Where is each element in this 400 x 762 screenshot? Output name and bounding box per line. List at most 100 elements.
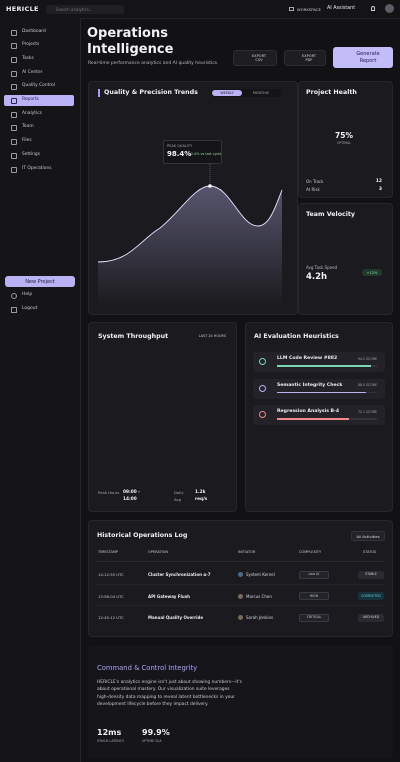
generate-report-button[interactable]: Generate Report bbox=[333, 47, 393, 68]
page-subtitle: Real-time performance analytics and AI q… bbox=[88, 61, 219, 66]
export-csv-button[interactable]: EXPORT CSV bbox=[233, 50, 277, 66]
nav-item[interactable]: AI Center bbox=[22, 69, 43, 75]
delta-label: +12% bbox=[366, 270, 378, 275]
stat-value: 1.2k req/s bbox=[195, 490, 208, 502]
page-title: Operations Intelligence bbox=[87, 26, 174, 57]
cell-initiator: Marcus Chen bbox=[246, 593, 272, 599]
heuristic-score: 72.1 SCORE bbox=[357, 409, 377, 414]
tooltip-label: PEAK QUALITY bbox=[167, 144, 193, 148]
health-row-value: 3 bbox=[378, 187, 382, 192]
row-rule bbox=[96, 605, 385, 607]
nav-icon bbox=[11, 139, 17, 146]
status-pill bbox=[358, 570, 384, 579]
throughput-card bbox=[88, 322, 237, 512]
nav-icon bbox=[11, 29, 17, 36]
heuristic-icon bbox=[259, 411, 266, 418]
nav-icon bbox=[11, 166, 17, 173]
cell-time: 12:45:12 UTC bbox=[98, 615, 124, 621]
cell-complexity: CRITICAL bbox=[306, 615, 322, 620]
nav-item[interactable]: Quality Control bbox=[22, 83, 55, 89]
cell-initiator: System Kernel bbox=[246, 572, 275, 577]
nav-item[interactable]: Settings bbox=[22, 151, 41, 157]
ai-assistant[interactable]: AI Assistant bbox=[327, 6, 356, 11]
nav-active bbox=[4, 94, 74, 106]
nav-icon bbox=[11, 98, 17, 104]
nav-icon bbox=[11, 111, 17, 118]
cell-time: 14:12:55 UTC bbox=[98, 572, 124, 577]
column-header: COMPLEXITY bbox=[299, 550, 322, 554]
nav-item[interactable]: IT Operations bbox=[22, 165, 52, 171]
cell-operation: Cluster Synchronization α-7 bbox=[148, 572, 211, 577]
help-link[interactable]: Help bbox=[22, 292, 33, 297]
row-rule bbox=[96, 583, 385, 585]
progress-bar bbox=[277, 418, 350, 420]
nav-item[interactable]: Reports bbox=[22, 97, 39, 102]
tooltip bbox=[163, 140, 222, 164]
card-title: AI Evaluation Heuristics bbox=[254, 333, 339, 340]
heuristic-icon bbox=[259, 384, 266, 392]
heuristic-name: Semantic Integrity Check bbox=[277, 382, 343, 388]
integrity-title: Command & Control Integrity bbox=[97, 664, 198, 672]
nav-item[interactable]: Team bbox=[22, 124, 34, 130]
nav-item[interactable]: Files bbox=[22, 138, 32, 144]
nav-icon bbox=[11, 84, 17, 91]
initiator-avatar bbox=[238, 572, 243, 577]
velocity-card bbox=[298, 203, 393, 315]
column-header: OPERATION bbox=[148, 550, 169, 554]
button-label: EXPORT PDF bbox=[301, 53, 317, 63]
complexity-pill bbox=[299, 592, 329, 601]
cell-status: STABLE bbox=[365, 572, 377, 576]
nav-item[interactable]: Analytics bbox=[22, 110, 42, 116]
integrity-stat-label: SYNCH LATENCY bbox=[97, 739, 125, 743]
heuristic-name: Regression Analysis B-4 bbox=[277, 409, 340, 414]
cell-complexity: HIGH bbox=[309, 593, 319, 598]
toggle-weekly[interactable]: WEEKLY bbox=[212, 90, 242, 96]
workspace[interactable]: WORKSPACE bbox=[297, 6, 321, 12]
nav-item[interactable]: Dashboard bbox=[22, 28, 46, 34]
avatar[interactable] bbox=[385, 4, 394, 13]
bell-icon[interactable] bbox=[371, 6, 375, 11]
heuristic-item[interactable] bbox=[253, 352, 385, 372]
health-row-value: 12 bbox=[375, 179, 382, 184]
logout-link[interactable]: Logout bbox=[22, 306, 38, 311]
help-icon bbox=[11, 293, 17, 299]
health-status: OPTIMAL bbox=[336, 141, 352, 145]
nav-item[interactable]: Tasks bbox=[22, 55, 34, 61]
throughput-range: LAST 24 HOURS bbox=[198, 334, 226, 338]
stat-value: 09:00 - 14:00 bbox=[123, 490, 140, 502]
heuristic-item[interactable] bbox=[253, 378, 385, 399]
integrity-stat-value: 12ms bbox=[97, 728, 122, 737]
stat-label: Peak Hours bbox=[98, 490, 120, 495]
cell-status: ARCHIVED bbox=[362, 615, 380, 620]
complexity-pill bbox=[299, 613, 329, 622]
integrity-stat-label: UPTIME SLA bbox=[142, 739, 162, 743]
filter-button[interactable]: All Activities bbox=[351, 531, 385, 541]
progress-bar bbox=[277, 365, 372, 367]
nav-item[interactable]: Projects bbox=[22, 42, 40, 48]
search-box[interactable] bbox=[46, 5, 124, 14]
integrity-body: HERICLE's analytics engine isn't just ab… bbox=[97, 680, 242, 708]
quality-card bbox=[88, 81, 298, 315]
card-title: System Throughput bbox=[98, 333, 169, 340]
new-project-button[interactable]: New Project bbox=[5, 276, 75, 287]
heuristic-item[interactable] bbox=[253, 405, 385, 425]
cell-initiator: Sarah Jenkins bbox=[246, 615, 274, 621]
nav-icon bbox=[11, 56, 17, 63]
nav-icon bbox=[11, 125, 17, 132]
tooltip-value: 98.4% bbox=[167, 150, 192, 158]
integrity-section bbox=[88, 645, 393, 758]
search-placeholder: Search analytics... bbox=[56, 6, 93, 12]
cell-operation: API Gateway Flush bbox=[148, 593, 190, 599]
toggle bbox=[211, 89, 281, 97]
workspace-icon bbox=[289, 7, 294, 11]
column-header: INITIATOR bbox=[238, 550, 256, 554]
stat-label: Daily Avg bbox=[174, 490, 184, 502]
tooltip-delta: +2.4% vs last cycle bbox=[188, 152, 222, 156]
export-pdf-button[interactable]: EXPORT PDF bbox=[284, 50, 326, 66]
toggle-monthly[interactable]: MONTHLY bbox=[246, 90, 276, 96]
logo[interactable]: HERICLE bbox=[6, 5, 39, 13]
toggle-label: WEEKLY bbox=[220, 91, 234, 95]
cell-operation: Manual Quality Override bbox=[148, 615, 204, 621]
initiator-avatar bbox=[238, 593, 243, 599]
